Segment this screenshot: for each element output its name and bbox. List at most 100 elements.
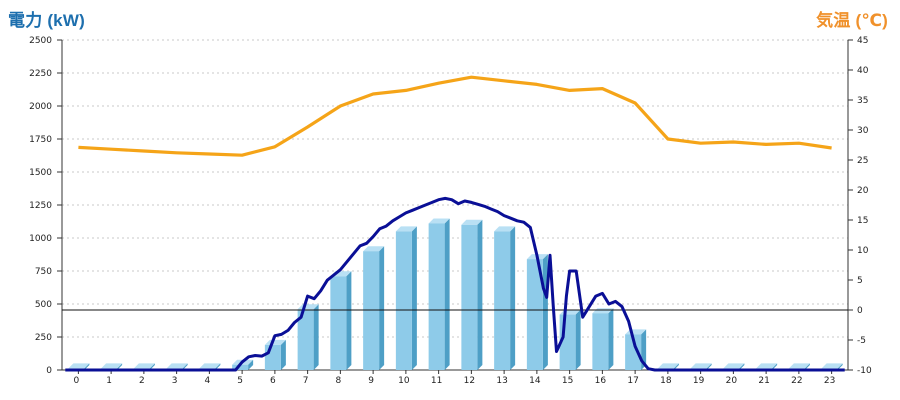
right-axis-title: 気温 (℃) xyxy=(816,11,888,30)
x-tick-label: 20 xyxy=(726,376,738,386)
x-tick-label: 22 xyxy=(791,376,802,386)
bar xyxy=(461,224,478,370)
bar-top xyxy=(592,308,614,314)
left-tick-label: 500 xyxy=(35,300,52,310)
bar xyxy=(428,223,445,370)
bar-side xyxy=(673,363,679,370)
x-tick-label: 21 xyxy=(758,376,769,386)
bar xyxy=(363,251,380,370)
bar-side xyxy=(510,226,516,370)
right-tick-label: 35 xyxy=(857,96,868,106)
right-tick-label: 5 xyxy=(857,276,863,286)
bar-top xyxy=(395,226,417,232)
bar-side xyxy=(346,271,352,370)
x-tick-label: 17 xyxy=(627,376,638,386)
bar-top xyxy=(788,363,810,369)
x-tick-label: 10 xyxy=(398,376,410,386)
bar xyxy=(395,231,412,370)
bar-top xyxy=(723,363,745,369)
bar-side xyxy=(477,219,483,370)
bar xyxy=(264,344,281,370)
left-tick-label: 2250 xyxy=(29,69,52,79)
x-tick-label: 19 xyxy=(693,376,705,386)
bar-top xyxy=(363,246,385,252)
x-tick-label: 9 xyxy=(368,376,374,386)
x-tick-label: 2 xyxy=(139,376,145,386)
left-tick-label: 750 xyxy=(35,267,52,277)
bar-side xyxy=(215,363,221,370)
bar-top xyxy=(756,363,778,369)
x-tick-label: 18 xyxy=(660,376,672,386)
x-tick-label: 4 xyxy=(205,376,211,386)
bar-top xyxy=(428,218,450,224)
right-tick-label: -5 xyxy=(857,336,866,346)
x-tick-label: 14 xyxy=(529,376,541,386)
bar-side xyxy=(149,363,155,370)
bar-top xyxy=(166,363,188,369)
bar-side xyxy=(706,363,712,370)
right-tick-label: 20 xyxy=(857,186,869,196)
x-tick-label: 6 xyxy=(270,376,276,386)
bar-side xyxy=(411,226,417,370)
x-tick-label: 16 xyxy=(595,376,607,386)
bar-side xyxy=(837,363,843,370)
bar-top xyxy=(68,363,90,369)
x-tick-label: 8 xyxy=(336,376,342,386)
bar xyxy=(330,276,347,370)
x-tick-label: 5 xyxy=(237,376,243,386)
bar-top xyxy=(494,226,516,232)
bar xyxy=(526,259,543,370)
left-tick-label: 250 xyxy=(35,333,52,343)
x-tick-label: 3 xyxy=(172,376,178,386)
left-axis-title: 電力 (kW) xyxy=(8,11,85,30)
left-tick-label: 2000 xyxy=(29,102,52,112)
bar-top xyxy=(461,219,483,225)
bar xyxy=(232,364,249,370)
bar-side xyxy=(117,363,123,370)
right-tick-label: 40 xyxy=(857,66,869,76)
left-tick-label: 1750 xyxy=(29,135,52,145)
bar-side xyxy=(444,218,450,370)
left-tick-label: 2500 xyxy=(29,36,52,46)
x-tick-label: 7 xyxy=(303,376,309,386)
x-tick-label: 13 xyxy=(496,376,507,386)
bar-top xyxy=(821,363,843,369)
x-tick-label: 15 xyxy=(562,376,573,386)
bar-side xyxy=(804,363,810,370)
bar xyxy=(297,309,314,370)
right-tick-label: -10 xyxy=(857,366,872,376)
right-tick-label: 25 xyxy=(857,156,868,166)
bar-side xyxy=(248,359,254,370)
bar-top xyxy=(264,339,286,345)
left-tick-label: 1000 xyxy=(29,234,52,244)
left-tick-label: 0 xyxy=(46,366,52,376)
bar-top xyxy=(199,363,221,369)
left-tick-label: 1500 xyxy=(29,168,52,178)
bar-side xyxy=(84,363,90,370)
bar-side xyxy=(739,363,745,370)
bar xyxy=(625,334,642,370)
bar-side xyxy=(280,339,286,370)
bar-side xyxy=(379,246,385,370)
bar-side xyxy=(575,309,581,370)
temperature-line xyxy=(78,75,832,157)
x-tick-label: 23 xyxy=(824,376,835,386)
right-tick-label: 30 xyxy=(857,126,869,136)
right-tick-label: 10 xyxy=(857,246,869,256)
bar-side xyxy=(542,254,548,370)
bar-side xyxy=(313,304,319,370)
bar-side xyxy=(182,363,188,370)
left-tick-label: 1250 xyxy=(29,201,52,211)
x-tick-label: 1 xyxy=(106,376,112,386)
right-tick-label: 15 xyxy=(857,216,868,226)
power-line xyxy=(65,196,845,372)
bar xyxy=(592,313,609,370)
x-tick-label: 12 xyxy=(464,376,475,386)
right-tick-label: 0 xyxy=(857,306,863,316)
bar-top xyxy=(101,363,123,369)
bar-top xyxy=(690,363,712,369)
bar-side xyxy=(608,308,614,370)
bar-top xyxy=(657,363,679,369)
bar-side xyxy=(772,363,778,370)
